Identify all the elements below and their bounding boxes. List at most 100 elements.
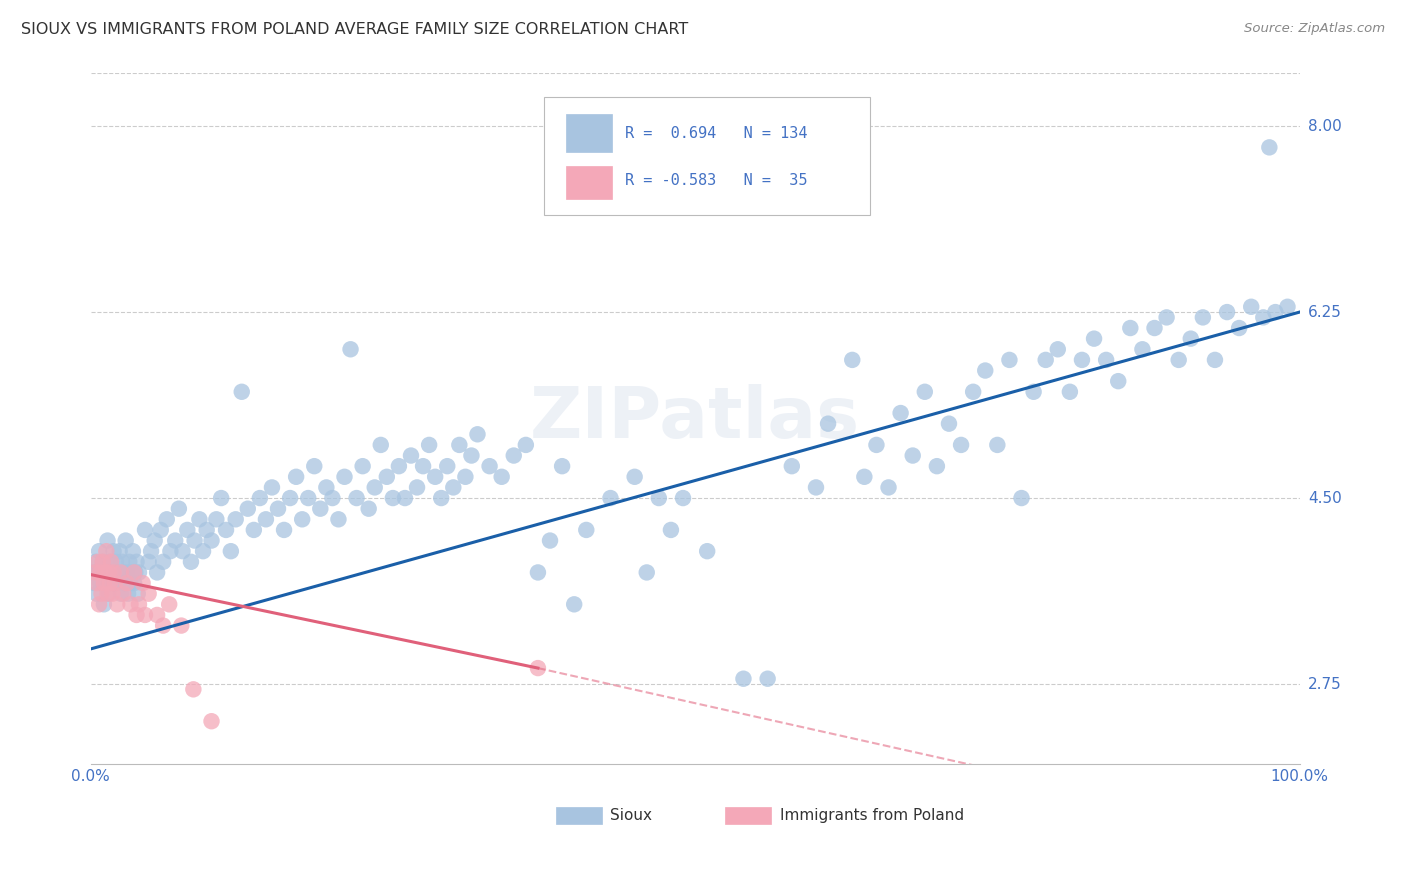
Point: [107, 576, 129, 591]
Point: [950, 438, 973, 452]
Point: [285, 470, 308, 484]
Point: [425, 470, 447, 484]
Point: [101, 566, 124, 580]
Point: [122, 566, 145, 580]
Point: [562, 597, 585, 611]
Point: [87, 544, 110, 558]
Point: [780, 459, 803, 474]
Point: [112, 566, 135, 580]
Point: [352, 459, 374, 474]
Point: [636, 566, 658, 580]
Point: [346, 491, 368, 505]
Point: [1143, 321, 1166, 335]
Text: SIOUX VS IMMIGRANTS FROM POLAND AVERAGE FAMILY SIZE CORRELATION CHART: SIOUX VS IMMIGRANTS FROM POLAND AVERAGE …: [21, 22, 689, 37]
Point: [1180, 332, 1202, 346]
Point: [236, 501, 259, 516]
Point: [112, 587, 135, 601]
Point: [125, 555, 148, 569]
Point: [110, 587, 132, 601]
Point: [98, 576, 121, 591]
Point: [399, 449, 422, 463]
Point: [254, 512, 277, 526]
Point: [1035, 352, 1057, 367]
Point: [309, 501, 332, 516]
FancyBboxPatch shape: [565, 167, 612, 199]
Point: [96, 533, 118, 548]
Point: [105, 555, 128, 569]
Point: [152, 618, 174, 632]
Point: [225, 512, 247, 526]
Point: [865, 438, 887, 452]
Point: [100, 576, 122, 591]
Point: [131, 576, 153, 591]
Point: [152, 555, 174, 569]
Point: [454, 470, 477, 484]
Point: [110, 566, 132, 580]
Point: [502, 449, 524, 463]
Point: [122, 576, 145, 591]
Point: [100, 555, 122, 569]
Point: [104, 576, 127, 591]
Point: [1204, 352, 1226, 367]
Point: [890, 406, 912, 420]
Text: Source: ZipAtlas.com: Source: ZipAtlas.com: [1244, 22, 1385, 36]
Point: [315, 480, 337, 494]
Point: [623, 470, 645, 484]
Point: [1227, 321, 1250, 335]
Point: [1095, 352, 1118, 367]
Point: [515, 438, 537, 452]
Point: [648, 491, 671, 505]
Point: [103, 544, 125, 558]
Point: [1156, 310, 1178, 325]
Point: [105, 566, 128, 580]
Point: [1132, 343, 1154, 357]
Point: [467, 427, 489, 442]
Point: [1011, 491, 1033, 505]
Point: [139, 544, 162, 558]
Point: [165, 533, 187, 548]
Point: [94, 576, 117, 591]
Point: [841, 352, 863, 367]
Point: [998, 352, 1021, 367]
Point: [120, 576, 142, 591]
Point: [138, 555, 160, 569]
Point: [146, 607, 169, 622]
Point: [441, 480, 464, 494]
Point: [914, 384, 936, 399]
Point: [157, 597, 180, 611]
Point: [90, 587, 112, 601]
Point: [180, 555, 202, 569]
Point: [1083, 332, 1105, 346]
Point: [938, 417, 960, 431]
Point: [659, 523, 682, 537]
Point: [82, 566, 104, 580]
Point: [96, 587, 118, 601]
Point: [87, 566, 110, 580]
Point: [195, 523, 218, 537]
Point: [91, 555, 114, 569]
Point: [804, 480, 827, 494]
Point: [115, 576, 138, 591]
Point: [1216, 305, 1239, 319]
Text: R = -0.583   N =  35: R = -0.583 N = 35: [626, 172, 807, 187]
Point: [138, 587, 160, 601]
Point: [125, 607, 148, 622]
Point: [381, 491, 404, 505]
Point: [339, 343, 361, 357]
Point: [551, 459, 574, 474]
Point: [167, 501, 190, 516]
Point: [172, 544, 194, 558]
Point: [406, 480, 429, 494]
Point: [672, 491, 695, 505]
Point: [599, 491, 621, 505]
Point: [278, 491, 301, 505]
Point: [219, 544, 242, 558]
Point: [412, 459, 434, 474]
Text: Immigrants from Poland: Immigrants from Poland: [780, 808, 965, 823]
Point: [120, 597, 142, 611]
Point: [756, 672, 779, 686]
Point: [128, 566, 150, 580]
Point: [87, 555, 110, 569]
Point: [1071, 352, 1094, 367]
Point: [118, 555, 141, 569]
